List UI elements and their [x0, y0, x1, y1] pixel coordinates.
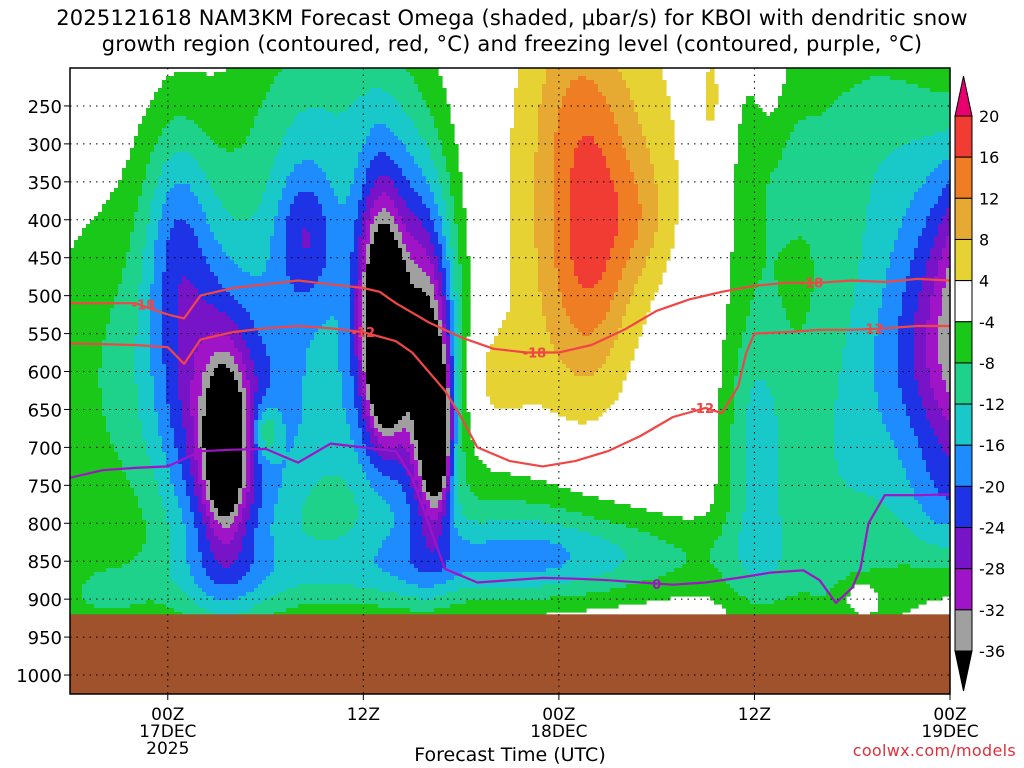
chart-title-line1: 2025121618 NAM3KM Forecast Omega (shaded… — [56, 6, 968, 30]
colorbar-label: -36 — [979, 642, 1005, 661]
y-tick-label: 500 — [28, 287, 62, 308]
x-tick-label: 17DEC — [139, 722, 196, 742]
x-tick-label: 00Z — [151, 705, 184, 725]
contour-label: -12 — [352, 326, 376, 341]
contour-label: -18 — [523, 347, 547, 362]
pressure-axis: 250 300 350 400 450 500 550 600 650 700 750 800 850 9… — [16, 97, 70, 687]
y-tick-label: 450 — [28, 249, 62, 270]
x-tick-label: 2025 — [146, 739, 189, 759]
x-tick-label: 00Z — [933, 705, 966, 725]
contour-label: -12 — [691, 402, 715, 417]
y-tick-label: 600 — [28, 363, 62, 384]
y-tick-label: 800 — [28, 514, 62, 535]
colorbar-box — [954, 321, 973, 364]
contour-label: -18 — [132, 299, 156, 314]
colorbar-box — [954, 444, 973, 487]
x-tick-label: 12Z — [347, 705, 380, 725]
x-tick-label: 18DEC — [530, 722, 587, 742]
site-credit: coolwx.com/models — [852, 741, 1016, 760]
contour-dgz_minus18 — [70, 277, 950, 354]
contour-label: -12 — [860, 322, 884, 337]
y-tick-label: 700 — [28, 438, 62, 459]
y-tick-label: 750 — [28, 476, 62, 497]
colorbar-label: 12 — [979, 189, 999, 208]
ground-fill — [70, 614, 950, 694]
y-tick-label: 350 — [28, 173, 62, 194]
y-tick-label: 900 — [28, 590, 62, 611]
x-tick-label: 12Z — [738, 705, 771, 725]
colorbar-box — [954, 609, 973, 652]
contour-freezing_0 — [70, 442, 950, 604]
colorbar-box — [954, 238, 973, 282]
x-axis-label: Forecast Time (UTC) — [414, 744, 606, 766]
colorbar-box — [954, 568, 973, 611]
x-tick-label: 00Z — [542, 705, 575, 725]
contour-dgz_minus12 — [70, 324, 950, 468]
contour-label: -18 — [800, 277, 824, 292]
y-tick-label: 1000 — [16, 666, 62, 687]
colorbar-label: -12 — [979, 395, 1005, 414]
colorbar-box — [954, 527, 973, 570]
colorbar-box — [954, 485, 973, 529]
colorbar-label: -28 — [979, 560, 1005, 579]
y-tick-label: 300 — [28, 135, 62, 156]
colorbar-box — [954, 362, 973, 405]
colorbar-label: 20 — [979, 107, 999, 126]
colorbar-label: -24 — [979, 519, 1005, 538]
ground-surface — [70, 614, 950, 694]
y-tick-label: 650 — [28, 400, 62, 421]
chart-title-line2: growth region (contoured, red, °C) and f… — [101, 32, 923, 56]
y-tick-label: 400 — [28, 211, 62, 232]
y-tick-label: 850 — [28, 552, 62, 573]
y-tick-label: 950 — [28, 628, 62, 649]
colorbar-box — [954, 280, 973, 323]
y-tick-label: 250 — [28, 97, 62, 118]
y-tick-label: 550 — [28, 325, 62, 346]
colorbar-box — [954, 403, 973, 446]
colorbar-label: -8 — [979, 354, 995, 373]
contour-lines: -18 -18 -18 -12 -12 -12 0 — [70, 277, 950, 604]
colorbar-box — [954, 197, 973, 240]
grid-lines — [70, 68, 950, 694]
contour-label: 0 — [652, 578, 661, 593]
colorbar-label: 4 — [979, 272, 989, 291]
colorbar-label: 8 — [979, 230, 989, 249]
colorbar-label: -16 — [979, 436, 1005, 455]
colorbar: 20 16 12 8 4 -4 -8 -12 -16 -20 -24 -28 -32 -36 — [954, 75, 1005, 692]
colorbar-arrow-bottom — [954, 650, 973, 692]
plot-frame — [69, 67, 951, 695]
colorbar-arrow-top — [954, 75, 973, 117]
colorbar-box — [954, 115, 973, 158]
colorbar-label: -4 — [979, 313, 995, 332]
x-tick-label: 19DEC — [921, 722, 978, 742]
omega-shading — [70, 68, 950, 685]
colorbar-label: -32 — [979, 601, 1005, 620]
colorbar-box — [954, 156, 973, 199]
colorbar-label: -20 — [979, 477, 1005, 496]
colorbar-label: 16 — [979, 148, 999, 167]
